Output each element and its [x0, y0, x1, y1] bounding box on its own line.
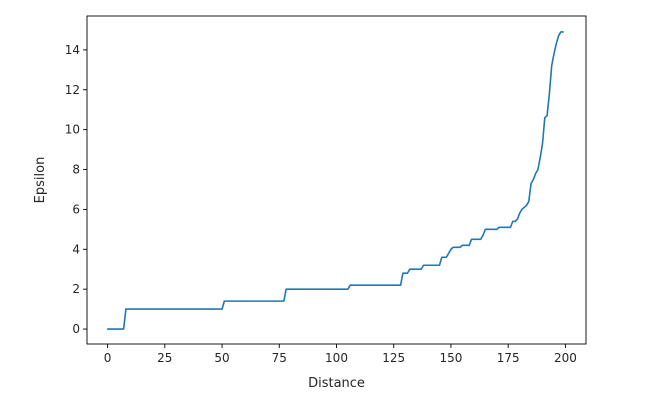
y-tick-label-0: 0	[72, 322, 80, 336]
y-tick-label-14: 14	[65, 43, 80, 57]
y-tick-label-2: 2	[72, 282, 80, 296]
x-tick-label-125: 125	[382, 351, 405, 365]
x-tick-label-75: 75	[272, 351, 287, 365]
series-layer	[106, 31, 564, 330]
plot-background	[87, 16, 586, 344]
y-tick-label-8: 8	[72, 163, 80, 177]
x-tick-label-25: 25	[157, 351, 172, 365]
y-tick-label-4: 4	[72, 242, 80, 256]
x-axis-label: Distance	[308, 376, 365, 391]
axes-layer: 0 25 50 75 100 125 150 175 200 0 2 4 6 8 10 12 14	[65, 15, 587, 365]
series-line-0	[106, 31, 564, 330]
x-tick-label-50: 50	[214, 351, 229, 365]
plot-area	[87, 16, 586, 344]
y-axis-label: Epsilon	[33, 157, 48, 204]
y-tick-label-10: 10	[65, 123, 80, 137]
x-tick-label-150: 150	[439, 351, 462, 365]
x-tick-label-0: 0	[104, 351, 112, 365]
x-tick-label-175: 175	[497, 351, 520, 365]
x-tick-label-100: 100	[325, 351, 348, 365]
y-tick-label-12: 12	[65, 83, 80, 97]
y-tick-label-6: 6	[72, 202, 80, 216]
x-tick-label-200: 200	[554, 351, 577, 365]
